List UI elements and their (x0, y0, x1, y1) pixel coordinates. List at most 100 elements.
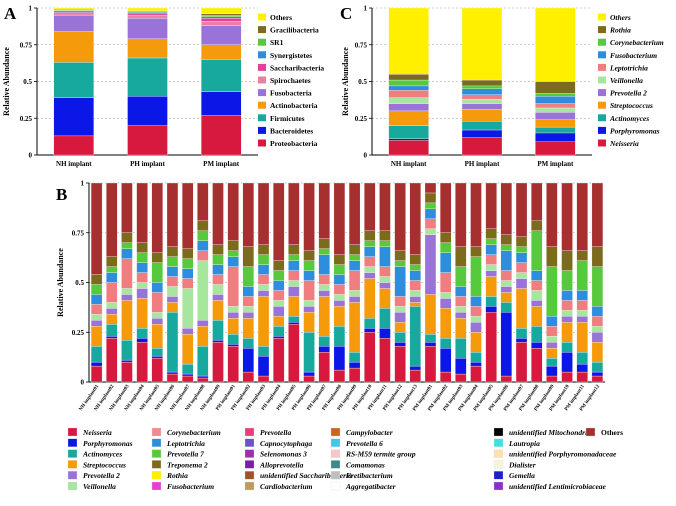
legend-label-aggregatibacter: Aggregatibacter (345, 482, 396, 491)
bar-segment-fusobacterium (318, 254, 330, 275)
bar-segment-spirochaetes (127, 15, 168, 19)
bar-segment-corynebacterium (273, 270, 285, 281)
bar-segment-porphyromonas (318, 346, 330, 353)
bar-segment-streptococcus (424, 294, 437, 335)
bar-segment-actinomyces (166, 312, 179, 373)
bar-segment-fusobacterium (106, 272, 118, 283)
bar-segment-others (388, 7, 429, 75)
y-axis-label: Relative Abundance (56, 248, 65, 317)
bar-segment-leptotrichia (461, 94, 503, 100)
bar-segment-actinomyces (591, 361, 604, 373)
legend-label-prevotella-6: Prevotella 6 (346, 439, 383, 448)
legend-swatch-sr1 (258, 38, 266, 46)
bar-segment-streptococcus (288, 296, 300, 317)
bar-segment-streptococcus (197, 326, 209, 347)
legend-swatch-fusobacterium (151, 481, 162, 491)
legend-swatch-unidentified-porphyromonadaceae (493, 449, 504, 458)
legend-label-prevotella-2: Prevotella 2 (83, 471, 120, 480)
bar-segment-leptotrichia (591, 316, 604, 327)
bar-segment-leptotrichia (485, 254, 497, 265)
bar-segment-leptotrichia (136, 272, 148, 283)
bar-segment-veillonella (439, 292, 452, 299)
legend-swatch-selenomonas-3 (244, 449, 255, 458)
bar-segment-actinomyces (394, 332, 406, 343)
bar-segment-actinomyces (561, 342, 573, 353)
bar-segment-streptococcus (531, 306, 543, 327)
bar-segment-rothia (273, 260, 285, 271)
bar-segment-neisseria (181, 375, 194, 383)
bar-segment-actinomyces (227, 334, 239, 345)
bar-segment-leptotrichia (364, 256, 376, 267)
bar-segment-actinomyces (515, 328, 528, 339)
bar-segment-fusobacterium (500, 250, 513, 271)
y-tick-label: 1 (364, 5, 368, 13)
bar-segment-actinomyces (455, 338, 467, 359)
bar-segment-saccharibacteria (127, 13, 168, 16)
y-tick-label: 1 (29, 5, 33, 13)
bar-segment-rothia (409, 254, 421, 265)
bar-segment-leptotrichia (181, 278, 194, 289)
bar-segment-actinomyces (424, 334, 437, 343)
legend-swatch-capnocytophaga (244, 438, 255, 447)
legend-swatch-corynebacterium (151, 427, 162, 437)
bar-segment-leptotrichia (409, 280, 421, 291)
bar-segment-rothia (151, 252, 163, 263)
bar-segment-proteobacteria (127, 125, 168, 156)
legend-swatch-fretibacterium (330, 471, 341, 480)
bar-segment-neisseria (576, 371, 588, 383)
bar-segment-neisseria (500, 375, 513, 383)
bar-segment-neisseria (227, 346, 239, 383)
bar-segment-spirochaetes (201, 21, 242, 26)
legend-swatch-neisseria (67, 427, 78, 437)
bar-segment-corynebacterium (197, 230, 209, 241)
bar-segment-neisseria (242, 371, 255, 383)
bar-segment-sr1 (201, 15, 242, 17)
bar-segment-streptococcus (591, 342, 604, 363)
bar-segment-actinomyces (535, 126, 576, 134)
bar-segment-streptococcus (576, 322, 588, 353)
bar-segment-leptotrichia (121, 258, 133, 289)
panel-label-a: A (4, 4, 17, 23)
bar-segment-neisseria (439, 371, 452, 383)
bar-segment-prevotella-2 (121, 294, 133, 301)
bar-segment-others (470, 182, 482, 247)
bar-segment-streptococcus (348, 302, 361, 353)
legend-label-alloprevotella: Alloprevotella (259, 460, 304, 469)
bar-segment-rothia (348, 244, 361, 255)
legend-label-cardiobacterium: Cardiobacterium (260, 482, 313, 491)
legend-swatch-prevotella-2 (598, 89, 606, 97)
bar-segment-saccharibacteria (53, 12, 94, 15)
bar-segment-prevotella-2 (303, 306, 315, 313)
bar-segment-prevotella-2 (333, 300, 346, 307)
bar-segment-proteobacteria (53, 135, 94, 156)
legend-swatch-veillonella (598, 76, 606, 84)
bar-segment-others (531, 182, 543, 221)
bar-segment-porphyromonas (136, 338, 148, 343)
bar-segment-fusobacterium (394, 266, 406, 297)
bar-segment-porphyromonas (591, 371, 604, 377)
bar-segment-rothia (515, 236, 528, 247)
bar-segment-others (273, 182, 285, 261)
bar-segment-others (379, 182, 391, 231)
bar-segment-streptococcus (379, 288, 391, 309)
y-tick-label: 0.25 (355, 115, 368, 123)
bar-segment-corynebacterium (257, 254, 270, 265)
legend-label-actinomyces: Actinomyces (82, 450, 122, 459)
bar-segment-prevotella-2 (546, 342, 558, 349)
bar-segment-porphyromonas (348, 361, 361, 369)
bar-segment-corynebacterium (388, 79, 429, 87)
bar-segment-bacteroidetes (127, 96, 168, 126)
bar-segment-proteobacteria (201, 115, 242, 156)
bar-segment-others (121, 182, 133, 233)
y-axis-label: Relative Abundance (341, 47, 350, 116)
bar-segment-veillonella (348, 290, 361, 297)
bar-segment-actinomyces (439, 338, 452, 349)
bar-segment-corynebacterium (90, 284, 103, 295)
bar-segment-others (576, 182, 588, 251)
bar-segment-veillonella (531, 290, 543, 301)
bar-segment-porphyromonas (288, 322, 300, 325)
bar-segment-streptococcus (439, 308, 452, 339)
bar-segment-porphyromonas (212, 340, 224, 343)
bar-segment-fusobacterium (531, 270, 543, 281)
legend-label-dialister: Dialister (508, 460, 536, 469)
